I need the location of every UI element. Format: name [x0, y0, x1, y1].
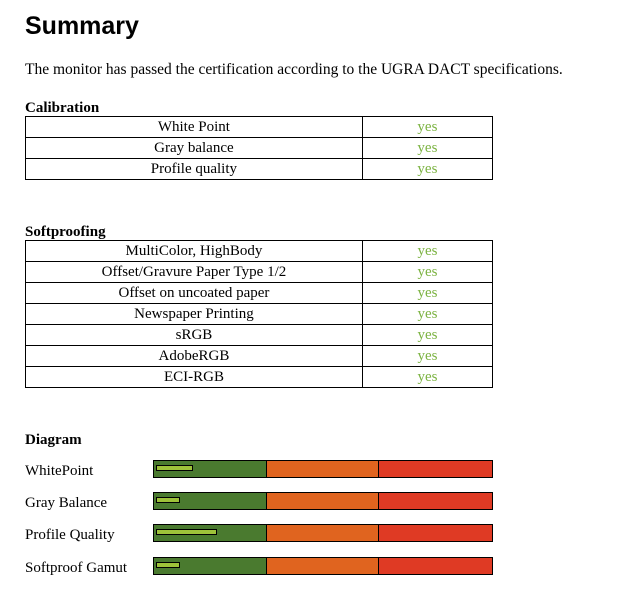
- softproofing-heading: Softproofing: [25, 224, 106, 240]
- table-row: White Point yes: [25, 116, 494, 138]
- row-label: Newspaper Printing: [25, 303, 363, 325]
- meter-zone-bad: [379, 493, 493, 509]
- row-value: yes: [361, 366, 494, 388]
- meter-zone-warning: [266, 493, 380, 509]
- row-value: yes: [361, 158, 494, 180]
- profile-quality-meter: [153, 524, 493, 542]
- whitepoint-meter: [153, 460, 493, 478]
- calibration-heading: Calibration: [25, 100, 100, 116]
- table-row: MultiColor, HighBody yes: [25, 240, 494, 262]
- row-label: Offset on uncoated paper: [25, 282, 363, 304]
- table-row: Profile quality yes: [25, 158, 494, 180]
- row-label: Profile quality: [25, 158, 363, 180]
- intro-text: The monitor has passed the certification…: [25, 61, 563, 78]
- meter-zone-warning: [266, 525, 380, 541]
- diagram-label-profile-quality: Profile Quality: [25, 527, 115, 543]
- row-label: White Point: [25, 116, 363, 138]
- row-label: ECI-RGB: [25, 366, 363, 388]
- calibration-table: White Point yes Gray balance yes Profile…: [25, 116, 494, 180]
- row-value: yes: [361, 303, 494, 325]
- diagram-heading: Diagram: [25, 432, 82, 448]
- meter-zone-good: [154, 558, 267, 574]
- softproof-gamut-meter: [153, 557, 493, 575]
- meter-indicator: [156, 465, 193, 471]
- row-label: Gray balance: [25, 137, 363, 159]
- meter-indicator: [156, 562, 180, 568]
- meter-indicator: [156, 497, 180, 503]
- meter-zone-good: [154, 493, 267, 509]
- diagram-label-whitepoint: WhitePoint: [25, 463, 94, 479]
- meter-zone-warning: [266, 461, 380, 477]
- table-row: Offset on uncoated paper yes: [25, 282, 494, 304]
- softproofing-table: MultiColor, HighBody yes Offset/Gravure …: [25, 240, 494, 388]
- page-title: Summary: [25, 12, 139, 40]
- gray-balance-meter: [153, 492, 493, 510]
- row-value: yes: [361, 324, 494, 346]
- meter-indicator: [156, 529, 217, 535]
- table-row: sRGB yes: [25, 324, 494, 346]
- table-row: Offset/Gravure Paper Type 1/2 yes: [25, 261, 494, 283]
- row-value: yes: [361, 282, 494, 304]
- table-row: AdobeRGB yes: [25, 345, 494, 367]
- table-row: ECI-RGB yes: [25, 366, 494, 388]
- row-value: yes: [361, 261, 494, 283]
- table-row: Gray balance yes: [25, 137, 494, 159]
- meter-zone-bad: [379, 461, 493, 477]
- row-value: yes: [361, 240, 494, 262]
- meter-zone-warning: [266, 558, 380, 574]
- row-value: yes: [361, 116, 494, 138]
- diagram-label-gray-balance: Gray Balance: [25, 495, 108, 511]
- row-value: yes: [361, 345, 494, 367]
- row-value: yes: [361, 137, 494, 159]
- table-row: Newspaper Printing yes: [25, 303, 494, 325]
- row-label: sRGB: [25, 324, 363, 346]
- row-label: AdobeRGB: [25, 345, 363, 367]
- meter-zone-bad: [379, 558, 493, 574]
- meter-zone-bad: [379, 525, 493, 541]
- row-label: MultiColor, HighBody: [25, 240, 363, 262]
- row-label: Offset/Gravure Paper Type 1/2: [25, 261, 363, 283]
- diagram-label-softproof-gamut: Softproof Gamut: [25, 560, 128, 576]
